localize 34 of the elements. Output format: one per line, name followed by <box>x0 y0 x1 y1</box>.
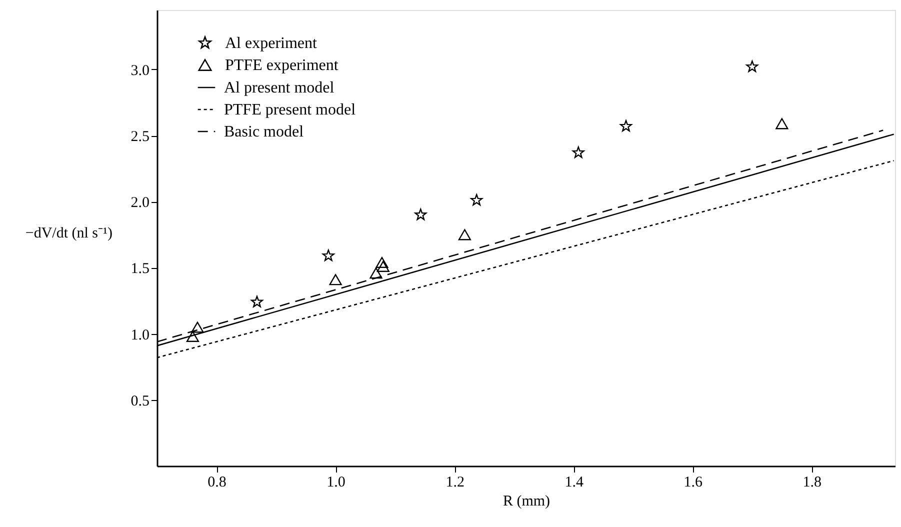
y-tick-label: 1.5 <box>130 261 150 278</box>
point <box>572 146 584 158</box>
x-tick-label: 1.8 <box>802 474 822 490</box>
legend-label: Al experiment <box>225 35 318 52</box>
y-tick-label: 2.0 <box>130 195 150 212</box>
legend-label: Basic model <box>224 124 304 140</box>
legend-label: PTFE experiment <box>225 57 339 74</box>
x-tick-label: 1.0 <box>326 474 346 490</box>
point <box>458 229 471 240</box>
y-tick-label: 0.5 <box>130 393 150 410</box>
point <box>191 322 204 333</box>
legend-label: Al present model <box>224 80 335 96</box>
legend-label: PTFE present model <box>224 102 356 118</box>
point <box>470 194 483 206</box>
y-axis-title: −dV/dt (nl s⁻¹) <box>25 226 112 242</box>
point <box>186 330 200 342</box>
point <box>250 296 264 308</box>
y-tick-label: 1.0 <box>130 327 150 344</box>
point <box>746 60 758 72</box>
y-tick-label: 2.5 <box>130 129 150 146</box>
x-tick-label: 0.8 <box>208 474 226 490</box>
x-tick-label: 1.6 <box>684 474 704 490</box>
point <box>620 120 632 132</box>
point <box>370 267 382 279</box>
point <box>322 250 334 262</box>
point <box>776 118 788 130</box>
x-axis-title: R (mm) <box>502 494 550 510</box>
y-tick-label: 3.0 <box>130 62 150 79</box>
point <box>376 256 388 268</box>
point <box>376 260 390 272</box>
point <box>329 274 342 286</box>
x-tick-label: 1.2 <box>446 474 464 490</box>
x-tick-label: 1.4 <box>564 474 584 490</box>
point <box>414 208 427 220</box>
